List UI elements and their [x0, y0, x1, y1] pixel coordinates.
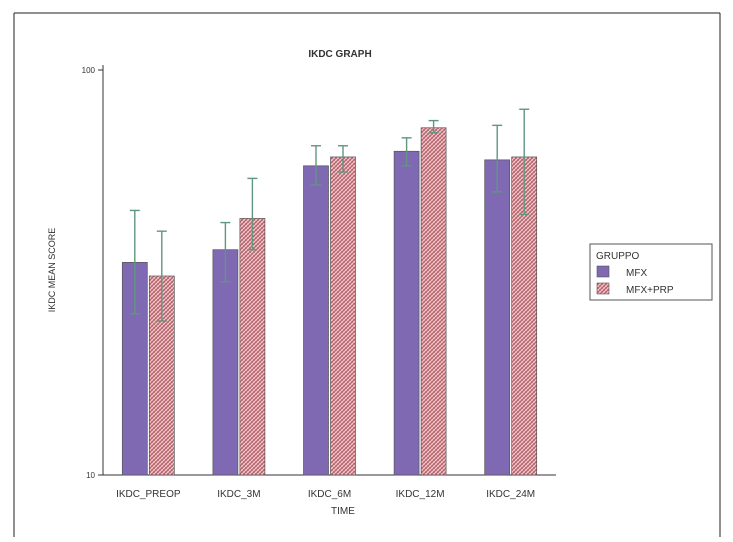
plot-area: 10 100 IKDC_PREOP IKDC_3M IKDC_6M IKDC_12M IKD…: [82, 65, 556, 500]
x-tick-label: IKDC_PREOP: [116, 489, 181, 500]
x-tick-label: IKDC_24M: [486, 489, 535, 500]
legend-label-mfx-prp: MFX+PRP: [626, 285, 674, 296]
legend-swatch-mfx: [596, 265, 610, 278]
x-tick-label: IKDC_6M: [308, 489, 351, 500]
legend-swatch-mfx-prp: [596, 282, 610, 295]
y-tick-label: 10: [86, 471, 95, 480]
x-tick-label: IKDC_3M: [217, 489, 260, 500]
x-tick-label: IKDC_12M: [396, 489, 445, 500]
chart-title: IKDC GRAPH: [308, 49, 371, 60]
x-axis-label: TIME: [331, 506, 355, 517]
bar-mfx: [212, 249, 239, 476]
legend-title: GRUPPO: [596, 251, 640, 262]
bar-mfx: [393, 150, 420, 476]
legend-box: [589, 243, 713, 301]
y-axis-label: IKDC MEAN SCORE: [47, 228, 57, 313]
bar-mfx: [303, 165, 329, 476]
bar-mfx-prp: [330, 156, 356, 476]
y-tick-label: 100: [82, 66, 96, 75]
bar-mfx-prp: [420, 127, 447, 476]
legend-label-mfx: MFX: [626, 268, 647, 279]
bar-mfx-prp: [239, 218, 266, 476]
bar-mfx: [484, 159, 511, 476]
legend: GRUPPO MFX MFX+PRP: [589, 243, 713, 301]
